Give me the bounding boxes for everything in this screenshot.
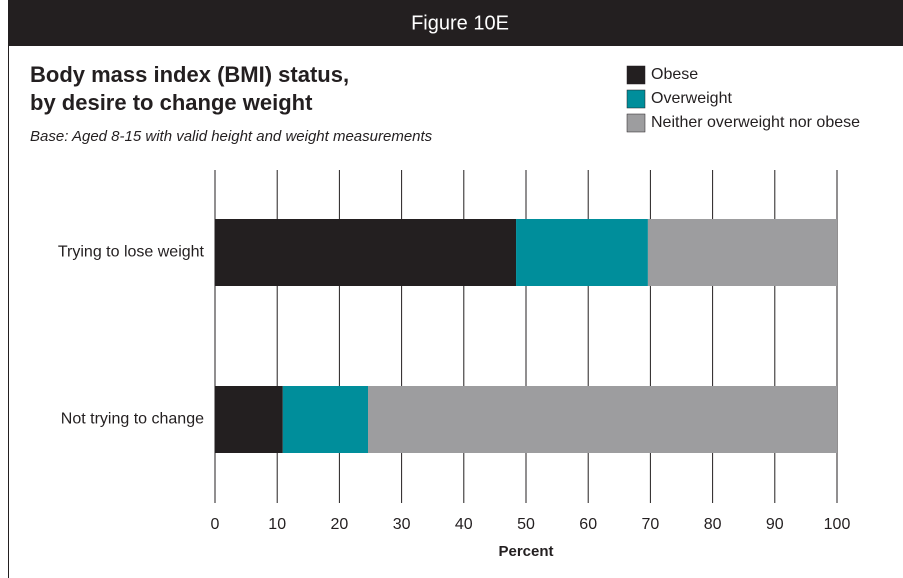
legend-label: Obese	[651, 66, 698, 83]
figure-label: Figure 10E	[411, 12, 509, 34]
x-tick-label: 10	[268, 516, 286, 533]
y-tick-label: Trying to lose weight	[58, 244, 205, 261]
x-tick-label: 100	[824, 516, 851, 533]
x-tick-label: 30	[393, 516, 411, 533]
legend-label: Overweight	[651, 90, 732, 107]
bar-segment	[282, 386, 369, 453]
bar-segment	[215, 386, 283, 453]
legend-label: Neither overweight nor obese	[651, 114, 860, 131]
x-tick-label: 20	[331, 516, 349, 533]
header-bar	[8, 0, 903, 46]
legend-swatch	[626, 113, 646, 133]
x-tick-label: 40	[455, 516, 473, 533]
bar-segment	[368, 386, 837, 453]
x-axis-label: Percent	[498, 543, 553, 560]
chart-title: Body mass index (BMI) status,	[30, 62, 349, 87]
bar-segment	[215, 219, 517, 286]
chart-title: by desire to change weight	[30, 90, 313, 115]
legend-swatch	[626, 65, 646, 85]
x-tick-label: 80	[704, 516, 722, 533]
chart-subtitle: Base: Aged 8-15 with valid height and we…	[30, 128, 433, 145]
x-tick-label: 70	[642, 516, 660, 533]
x-tick-label: 0	[211, 516, 220, 533]
x-tick-label: 50	[517, 516, 535, 533]
bar-segment	[516, 219, 648, 286]
bar-segment	[647, 219, 837, 286]
x-tick-label: 90	[766, 516, 784, 533]
y-tick-label: Not trying to change	[61, 411, 204, 428]
x-tick-label: 60	[579, 516, 597, 533]
legend-swatch	[626, 89, 646, 109]
